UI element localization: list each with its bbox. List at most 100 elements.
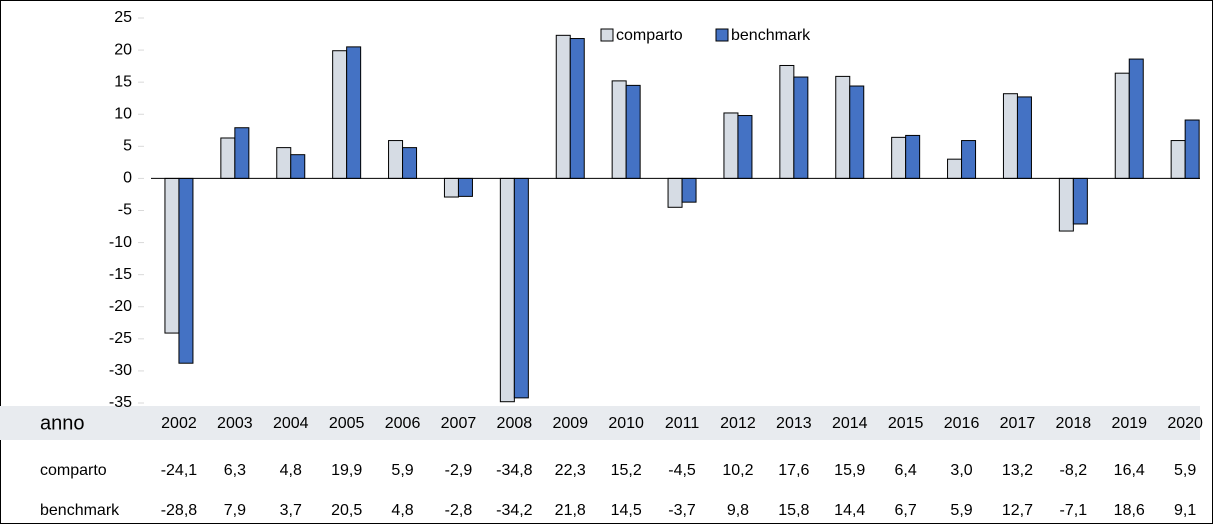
table-value: 13,2 (1002, 462, 1033, 479)
bar (779, 64, 795, 179)
legend-swatch (715, 28, 729, 42)
table-value: -3,7 (668, 502, 696, 519)
bar (1016, 96, 1032, 179)
bar (457, 177, 473, 197)
bar (793, 76, 809, 179)
table-value: 5,9 (950, 502, 972, 519)
table-header-band (0, 406, 1200, 440)
y-tick-label: -25 (109, 330, 132, 347)
table-value: 19,9 (331, 462, 362, 479)
y-tick-label: -20 (109, 298, 132, 315)
table-value: 6,4 (895, 462, 917, 479)
table-value: 3,7 (280, 502, 302, 519)
y-tick-label: 5 (123, 138, 132, 155)
table-value: 5,9 (1174, 462, 1196, 479)
bar (1002, 93, 1018, 179)
bar (1072, 177, 1088, 225)
bar (276, 147, 292, 179)
bar (220, 137, 236, 179)
x-tick-label: 2013 (776, 415, 812, 432)
x-tick-label: 2017 (1000, 415, 1036, 432)
y-tick-label: 25 (114, 9, 132, 26)
table-value: 9,1 (1174, 502, 1196, 519)
bar (849, 85, 865, 179)
bar (1058, 177, 1074, 232)
bar (569, 38, 585, 179)
bar (667, 177, 683, 208)
bar (947, 158, 963, 179)
table-row-label: benchmark (40, 502, 120, 519)
table-value: 14,4 (834, 502, 865, 519)
x-tick-label: 2014 (832, 415, 868, 432)
table-value: 22,3 (555, 462, 586, 479)
x-tick-label: 2007 (441, 415, 477, 432)
table-value: 6,7 (895, 502, 917, 519)
table-value: 4,8 (391, 502, 413, 519)
table-value: -2,8 (445, 502, 473, 519)
x-tick-label: 2010 (608, 415, 644, 432)
bar (178, 177, 194, 364)
table-value: 15,8 (778, 502, 809, 519)
table-value: 9,8 (727, 502, 749, 519)
y-tick-label: 20 (114, 41, 132, 58)
bar (1128, 58, 1144, 179)
table-value: 21,8 (555, 502, 586, 519)
x-tick-label: 2005 (329, 415, 365, 432)
table-value: -2,9 (445, 462, 473, 479)
y-tick-label: -35 (109, 394, 132, 411)
y-tick-label: 0 (123, 170, 132, 187)
y-tick-label: 10 (114, 105, 132, 122)
bar (290, 154, 306, 179)
bar (611, 80, 627, 179)
bar (513, 177, 529, 399)
table-value: 20,5 (331, 502, 362, 519)
table-value: 7,9 (224, 502, 246, 519)
x-tick-label: 2015 (888, 415, 924, 432)
x-tick-label: 2004 (273, 415, 309, 432)
bar (891, 136, 907, 179)
table-value: 3,0 (950, 462, 972, 479)
table-value: -34,8 (496, 462, 533, 479)
table-value: -24,1 (161, 462, 198, 479)
bar (737, 115, 753, 179)
y-tick-label: -15 (109, 266, 132, 283)
bar (961, 140, 977, 179)
y-tick-label: 15 (114, 73, 132, 90)
x-tick-label: 2011 (665, 415, 700, 432)
bar (905, 134, 921, 179)
x-tick-label: 2012 (720, 415, 756, 432)
table-value: 5,9 (391, 462, 413, 479)
table-value: 12,7 (1002, 502, 1033, 519)
bar (625, 84, 641, 179)
bar (332, 50, 348, 179)
legend-label: comparto (616, 27, 683, 44)
x-tick-label: 2003 (217, 415, 253, 432)
bar (1114, 72, 1130, 179)
bar (723, 112, 739, 179)
legend-label: benchmark (731, 27, 811, 44)
table-value: -7,1 (1060, 502, 1088, 519)
bar (234, 127, 250, 179)
table-row-label: comparto (40, 462, 107, 479)
x-tick-label: 2009 (552, 415, 588, 432)
x-tick-label: 2020 (1167, 415, 1203, 432)
bar (1184, 119, 1200, 179)
table-value: -8,2 (1060, 462, 1088, 479)
table-value: 4,8 (280, 462, 302, 479)
table-value: 15,2 (611, 462, 642, 479)
table-value: -28,8 (161, 502, 198, 519)
table-value: 16,4 (1114, 462, 1145, 479)
table-value: 14,5 (611, 502, 642, 519)
x-tick-label: 2018 (1056, 415, 1092, 432)
x-tick-label: 2002 (161, 415, 197, 432)
bar (835, 75, 851, 179)
table-value: 18,6 (1114, 502, 1145, 519)
table-value: 15,9 (834, 462, 865, 479)
bar (388, 140, 404, 179)
bar (1170, 140, 1186, 179)
bar (164, 177, 180, 334)
x-tick-label: 2016 (944, 415, 980, 432)
table-value: 17,6 (778, 462, 809, 479)
bar (555, 34, 571, 179)
